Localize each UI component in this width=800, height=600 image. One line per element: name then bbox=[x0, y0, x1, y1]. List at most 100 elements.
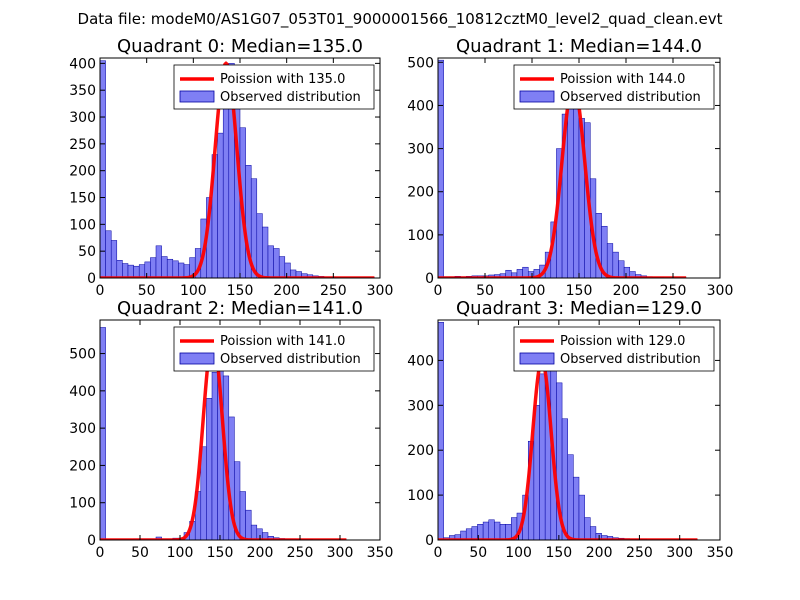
legend-bar-label: Observed distribution bbox=[220, 90, 361, 105]
histogram-bar bbox=[100, 327, 106, 540]
histogram-bar bbox=[584, 517, 591, 540]
chart-title: Quadrant 3: Median=129.0 bbox=[456, 298, 702, 319]
legend-bar-label: Observed distribution bbox=[560, 352, 701, 367]
legend-bar-swatch bbox=[519, 352, 555, 365]
histogram-bar bbox=[178, 262, 185, 278]
histogram-bar bbox=[211, 371, 218, 540]
y-tick-label: 400 bbox=[69, 384, 96, 400]
x-tick-label: 250 bbox=[626, 545, 653, 561]
x-tick-label: 50 bbox=[469, 545, 487, 561]
histogram-bar bbox=[573, 476, 580, 540]
histogram-bar bbox=[612, 251, 619, 278]
y-tick-label: 250 bbox=[69, 137, 96, 153]
histogram-bar bbox=[471, 526, 478, 540]
axes-frame bbox=[99, 319, 381, 541]
histogram-bar bbox=[155, 245, 162, 278]
y-tick-label: 300 bbox=[407, 398, 434, 414]
plot-content bbox=[438, 321, 698, 540]
histogram-bar bbox=[200, 446, 207, 540]
chart-panel-3: Quadrant 3: Median=129.0 0 50 100 150 200 250 3… bbox=[407, 298, 733, 561]
histogram-bar bbox=[166, 258, 174, 278]
x-tick-label: 300 bbox=[666, 545, 693, 561]
histogram-bar bbox=[267, 245, 274, 278]
y-tick-label: 300 bbox=[69, 110, 96, 126]
histogram-bar bbox=[438, 321, 444, 540]
y-tick-label: 200 bbox=[69, 458, 96, 474]
x-tick-label: 350 bbox=[367, 545, 394, 561]
histogram-bar bbox=[133, 265, 140, 278]
histogram-bar bbox=[284, 262, 291, 278]
y-tick-label: 350 bbox=[69, 83, 96, 99]
figure-suptitle: Data file: modeM0/AS1G07_053T01_90000015… bbox=[78, 10, 723, 29]
legend-bar-swatch bbox=[179, 352, 215, 365]
x-tick-label: 250 bbox=[660, 283, 687, 299]
histogram-bar bbox=[262, 226, 269, 278]
y-tick-label: 100 bbox=[407, 488, 434, 504]
histogram-bar bbox=[499, 524, 506, 540]
y-tick-label: 0 bbox=[425, 271, 434, 287]
legend-bar-label: Observed distribution bbox=[560, 90, 701, 105]
x-tick-label: 300 bbox=[707, 283, 734, 299]
legend-bar-label: Observed distribution bbox=[220, 352, 361, 367]
histogram-bar bbox=[567, 96, 574, 278]
chart-panel-1: Quadrant 1: Median=144.0 0 50 100 150 200 250 3… bbox=[407, 36, 733, 299]
y-tick-label: 50 bbox=[78, 244, 96, 260]
x-tick-label: 250 bbox=[287, 545, 314, 561]
chart-title: Quadrant 0: Median=135.0 bbox=[117, 36, 363, 57]
y-tick-label: 500 bbox=[69, 347, 96, 363]
histogram-bar bbox=[494, 521, 501, 540]
histogram-bar bbox=[100, 60, 106, 278]
histogram-bar bbox=[161, 256, 168, 278]
histogram-bar bbox=[250, 524, 258, 540]
y-tick-label: 100 bbox=[69, 496, 96, 512]
x-tick-label: 100 bbox=[519, 283, 546, 299]
y-tick-label: 200 bbox=[69, 164, 96, 180]
histogram-bar bbox=[222, 89, 230, 278]
chart-title: Quadrant 1: Median=144.0 bbox=[456, 36, 702, 57]
histogram-bar bbox=[245, 509, 252, 540]
histogram-bar bbox=[138, 264, 146, 278]
histogram-bar bbox=[150, 257, 157, 278]
histogram-bar bbox=[105, 230, 112, 278]
histogram-bar bbox=[505, 524, 512, 540]
histogram-bar bbox=[110, 240, 118, 278]
chart-panel-2: Quadrant 2: Median=141.0 0 50 100 150 200 250 3… bbox=[69, 298, 393, 561]
y-tick-label: 150 bbox=[69, 191, 96, 207]
x-tick-label: 50 bbox=[476, 283, 494, 299]
x-tick-label: 100 bbox=[505, 545, 532, 561]
y-tick-label: 400 bbox=[407, 353, 434, 369]
histogram-bar bbox=[239, 491, 246, 540]
panels: Quadrant 0: Median=135.0 0 50 100 150 200 250 3… bbox=[69, 36, 733, 561]
x-tick-label: 100 bbox=[167, 545, 194, 561]
histogram-bar bbox=[256, 213, 263, 278]
axes-frame bbox=[437, 319, 721, 541]
x-tick-label: 150 bbox=[207, 545, 234, 561]
legend-line-label: Poission with 135.0 bbox=[220, 72, 345, 87]
y-tick-label: 0 bbox=[425, 533, 434, 549]
x-tick-label: 200 bbox=[613, 283, 640, 299]
x-tick-label: 300 bbox=[367, 283, 394, 299]
chart-panel-0: Quadrant 0: Median=135.0 0 50 100 150 200 250 3… bbox=[69, 36, 393, 299]
y-tick-label: 200 bbox=[407, 443, 434, 459]
histogram-bar bbox=[590, 526, 597, 540]
histogram-bar bbox=[127, 264, 134, 278]
histogram-bar bbox=[144, 261, 151, 278]
x-tick-label: 200 bbox=[273, 283, 300, 299]
x-tick-label: 200 bbox=[247, 545, 274, 561]
histogram-bar bbox=[567, 454, 574, 540]
x-tick-label: 150 bbox=[545, 545, 572, 561]
x-tick-label: 150 bbox=[227, 283, 254, 299]
histogram-bar bbox=[578, 494, 585, 540]
x-tick-label: 0 bbox=[434, 545, 443, 561]
y-tick-label: 400 bbox=[69, 56, 96, 72]
x-tick-label: 50 bbox=[131, 545, 149, 561]
histogram-bar bbox=[278, 256, 286, 278]
x-tick-label: 200 bbox=[586, 545, 613, 561]
legend-bar-swatch bbox=[179, 90, 215, 103]
poisson-line bbox=[438, 358, 698, 540]
y-tick-label: 200 bbox=[407, 185, 434, 201]
legend-line-label: Poission with 141.0 bbox=[220, 334, 345, 349]
x-tick-label: 100 bbox=[180, 283, 207, 299]
y-tick-label: 500 bbox=[407, 55, 434, 71]
histogram-bar bbox=[122, 263, 129, 278]
